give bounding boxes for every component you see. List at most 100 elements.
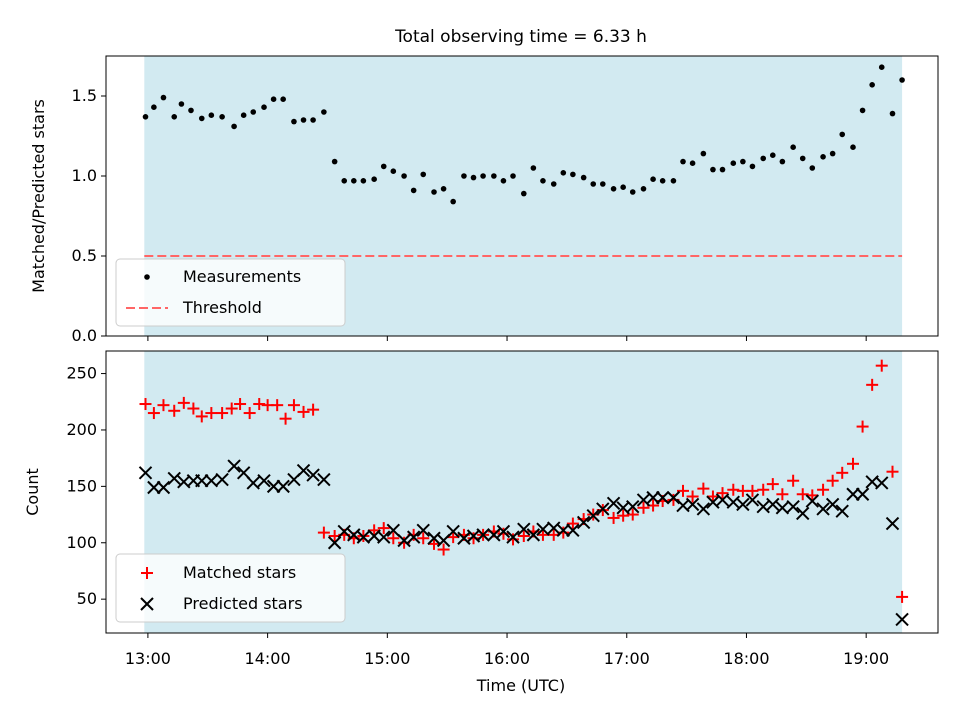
- x-tick-label: 15:00: [364, 649, 410, 668]
- measurement-point: [178, 101, 185, 107]
- x-axis-label: Time (UTC): [476, 676, 565, 695]
- x-diag-b: [466, 529, 481, 543]
- x-diag-b: [317, 472, 331, 487]
- measurement-point: [620, 184, 626, 190]
- matched-star-point: [757, 483, 770, 496]
- x-diag-b: [397, 533, 411, 548]
- measurement-point: [749, 163, 756, 170]
- predicted-star-point: [496, 524, 511, 539]
- predicted-star-point: [736, 497, 750, 512]
- legend-matched-marker: [141, 567, 153, 579]
- matched-star-point: [847, 457, 860, 470]
- matched-star-point: [796, 488, 809, 501]
- matched-star-point: [368, 524, 381, 537]
- matched-star-point: [279, 412, 292, 425]
- measurement-point: [321, 109, 327, 115]
- measurement-point: [331, 158, 338, 165]
- measurement-point: [560, 170, 567, 176]
- predicted-star-point: [855, 487, 870, 501]
- matched-star-point: [417, 532, 430, 545]
- matched-star-point: [826, 474, 839, 487]
- predicted-star-point: [215, 472, 229, 487]
- chart-title: Total observing time = 6.33 h: [394, 27, 647, 47]
- matched-star-point: [856, 420, 869, 433]
- predicted-star-point: [156, 480, 171, 495]
- predicted-star-point: [476, 528, 490, 542]
- x-diag-b: [167, 471, 181, 486]
- predicted-star-point: [526, 528, 541, 542]
- x-diag-b: [805, 494, 820, 508]
- measurement-point: [820, 154, 826, 160]
- predicted-star-point: [416, 523, 430, 538]
- predicted-star-point: [646, 490, 660, 505]
- x-diag-b: [457, 531, 471, 545]
- x-diag-b: [204, 474, 219, 488]
- x-diag-b: [715, 493, 730, 507]
- measurement-point: [799, 155, 806, 162]
- x-diag-b: [377, 530, 391, 544]
- legend-predicted-marker: [140, 597, 154, 611]
- matched-star-point: [447, 531, 460, 544]
- legend-measurements-label: Measurements: [183, 267, 301, 286]
- x-diag-b: [596, 502, 610, 516]
- predicted-star-point: [606, 496, 621, 510]
- measurement-point: [270, 96, 277, 102]
- count-points: [138, 359, 909, 627]
- x-diag-b: [636, 493, 651, 507]
- matched-star-point: [727, 483, 740, 496]
- x-diag-b: [816, 502, 830, 516]
- x-diag-b: [835, 504, 849, 518]
- x-diag-b: [825, 497, 840, 512]
- predicted-star-point: [745, 493, 760, 507]
- measurement-point: [450, 198, 456, 205]
- measurement-point: [431, 189, 437, 195]
- predicted-star-point: [796, 506, 810, 521]
- x-diag-b: [556, 523, 571, 538]
- x-diag-b: [236, 466, 251, 480]
- x-diag-b: [337, 524, 351, 539]
- measurement-point: [440, 186, 447, 192]
- measurement-point: [650, 176, 656, 182]
- x-diag-b: [536, 522, 550, 536]
- x-diag-b: [676, 498, 690, 513]
- x-diag-b: [566, 523, 580, 538]
- measurement-point: [670, 178, 677, 184]
- matched-star-point: [139, 398, 152, 411]
- legend-matched-label: Matched stars: [183, 563, 296, 582]
- measurement-point: [710, 166, 716, 173]
- measurement-point: [730, 160, 737, 166]
- matched-star-point: [428, 537, 441, 550]
- matched-star-point: [307, 403, 320, 416]
- predicted-star-point: [586, 508, 600, 523]
- predicted-star-point: [337, 524, 351, 539]
- x-diag-b: [626, 499, 640, 514]
- matched-star-point: [607, 511, 620, 524]
- x-diag-b: [386, 523, 401, 538]
- predicted-star-point: [506, 530, 520, 544]
- x-diag-b: [846, 487, 860, 501]
- measurement-point: [899, 77, 905, 83]
- bottom-x-ticks: 13:00 14:00 15:00 16:00 17:00 18:00 19:00: [125, 633, 889, 668]
- matched-star-point: [271, 399, 284, 412]
- matched-star-point: [297, 405, 310, 418]
- x-diag-b: [576, 515, 591, 530]
- measurement-point: [839, 131, 846, 138]
- bottom-y-ticks: 50 100 150 200 250: [66, 364, 106, 608]
- predicted-star-point: [875, 476, 889, 490]
- x-diag-b: [327, 536, 342, 550]
- x-diag-b: [246, 476, 260, 490]
- predicted-star-point: [386, 523, 401, 538]
- measurement-point: [261, 104, 267, 110]
- matched-star-point: [317, 526, 330, 539]
- top-y-tick-label: 0.5: [72, 246, 97, 265]
- bottom-y-tick-label: 250: [66, 364, 97, 383]
- predicted-star-point: [825, 497, 840, 512]
- predicted-star-point: [517, 522, 531, 536]
- x-diag-b: [775, 501, 790, 515]
- bottom-y-axis-label: Count: [23, 468, 42, 516]
- predicted-star-point: [576, 515, 591, 530]
- matched-star-point: [497, 527, 510, 540]
- measurement-point: [160, 94, 167, 101]
- measurement-point: [420, 171, 427, 178]
- predicted-star-point: [204, 474, 219, 488]
